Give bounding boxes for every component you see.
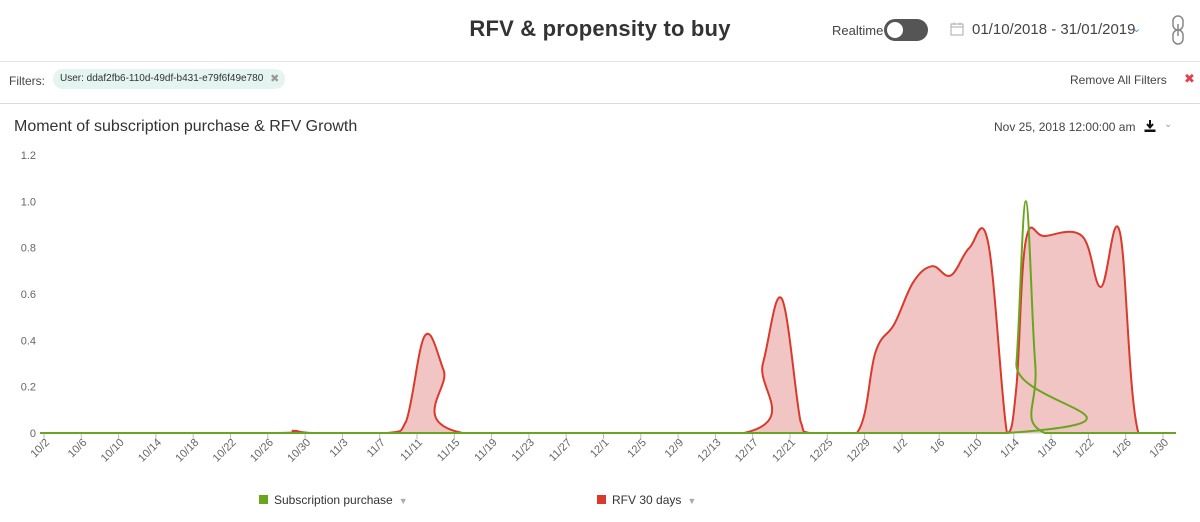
chevron-down-icon[interactable]: ⌄ — [1164, 119, 1173, 130]
chevron-down-icon[interactable]: ⌄ — [1132, 23, 1142, 35]
toggle-knob — [887, 22, 903, 38]
x-tick-label: 11/27 — [547, 437, 574, 464]
rfv-area — [40, 226, 1176, 433]
download-icon[interactable] — [1143, 119, 1157, 133]
x-tick-label: 10/18 — [173, 437, 201, 465]
close-icon[interactable]: ✖ — [270, 73, 280, 85]
legend-label: Subscription purchase — [274, 493, 393, 507]
chart-panel: Moment of subscription purchase & RFV Gr… — [0, 104, 1200, 522]
x-tick-label: 10/2 — [28, 437, 52, 461]
y-tick-label: 0.2 — [21, 382, 36, 394]
legend-label: RFV 30 days — [612, 493, 682, 507]
filters-bar: Filters: User: ddaf2fb6-110d-49df-b431-e… — [0, 62, 1200, 104]
y-tick-label: 0 — [30, 428, 36, 440]
x-tick-label: 12/17 — [733, 437, 761, 465]
x-tick-label: 11/7 — [365, 437, 388, 460]
header: RFV & propensity to buy Realtime 01/10/2… — [0, 0, 1200, 62]
x-tick-label: 12/25 — [807, 437, 835, 465]
x-tick-label: 1/22 — [1073, 437, 1097, 461]
x-tick-label: 11/19 — [472, 437, 499, 464]
x-tick-label: 1/30 — [1147, 437, 1171, 461]
y-tick-label: 1.2 — [21, 150, 36, 162]
remove-icon[interactable]: ✖ — [1184, 71, 1195, 86]
remove-all-filters-button[interactable]: Remove All Filters — [1070, 73, 1167, 87]
filters-label: Filters: — [9, 74, 45, 88]
caret-down-icon[interactable]: ▼ — [398, 496, 408, 506]
x-tick-label: 11/15 — [435, 437, 462, 464]
calendar-icon[interactable] — [950, 22, 964, 36]
x-tick-label: 1/18 — [1036, 437, 1060, 461]
filter-chip-label: User: ddaf2fb6-110d-49df-b431-e79f6f49e7… — [60, 73, 264, 84]
y-tick-label: 1.0 — [21, 196, 36, 208]
link-icon[interactable] — [1170, 14, 1186, 46]
x-tick-label: 11/3 — [327, 437, 350, 460]
x-tick-label: 12/5 — [625, 437, 649, 461]
chart-title: Moment of subscription purchase & RFV Gr… — [14, 118, 358, 135]
realtime-label: Realtime — [832, 23, 884, 38]
x-tick-label: 1/14 — [998, 437, 1022, 461]
x-tick-label: 10/10 — [99, 437, 127, 465]
x-tick-label: 12/9 — [663, 437, 687, 461]
x-tick-label: 12/21 — [770, 437, 798, 465]
legend-item-subscription[interactable]: Subscription purchase ▼ — [259, 493, 408, 507]
x-tick-label: 11/11 — [398, 437, 425, 464]
rfv-line — [40, 225, 1176, 435]
x-tick-label: 1/10 — [961, 437, 985, 461]
x-tick-label: 1/2 — [891, 437, 910, 456]
filter-chip[interactable]: User: ddaf2fb6-110d-49df-b431-e79f6f49e7… — [53, 69, 286, 89]
legend-swatch — [597, 495, 606, 504]
y-tick-label: 0.8 — [21, 243, 36, 255]
selected-date: Nov 25, 2018 12:00:00 am — [994, 120, 1136, 134]
chart: 0 0.2 0.4 0.6 0.8 1.0 1.2 10/2 10/6 10/10 10/14 10/… — [21, 150, 1176, 465]
x-tick-label: 10/14 — [136, 437, 164, 465]
y-tick-label: 0.4 — [21, 335, 36, 347]
x-tick-label: 10/26 — [248, 437, 276, 465]
x-tick-label: 12/13 — [696, 437, 724, 465]
x-tick-label: 12/29 — [845, 437, 873, 465]
realtime-toggle[interactable] — [884, 19, 928, 41]
x-tick-label: 1/6 — [928, 437, 947, 456]
legend-item-rfv[interactable]: RFV 30 days ▼ — [597, 493, 696, 507]
legend-swatch — [259, 495, 268, 504]
x-tick-label: 1/26 — [1110, 437, 1134, 461]
y-tick-label: 0.6 — [21, 289, 36, 301]
page-title: RFV & propensity to buy — [469, 16, 731, 41]
x-tick-label: 10/6 — [66, 437, 90, 461]
subscription-line — [40, 200, 1176, 435]
x-tick-label: 10/22 — [211, 437, 239, 465]
date-range-picker[interactable]: 01/10/2018 - 31/01/2019 — [972, 21, 1136, 38]
x-tick-label: 12/1 — [588, 437, 612, 461]
x-tick-label: 11/23 — [510, 437, 537, 464]
caret-down-icon[interactable]: ▼ — [687, 496, 697, 506]
x-tick-label: 10/30 — [285, 437, 313, 465]
